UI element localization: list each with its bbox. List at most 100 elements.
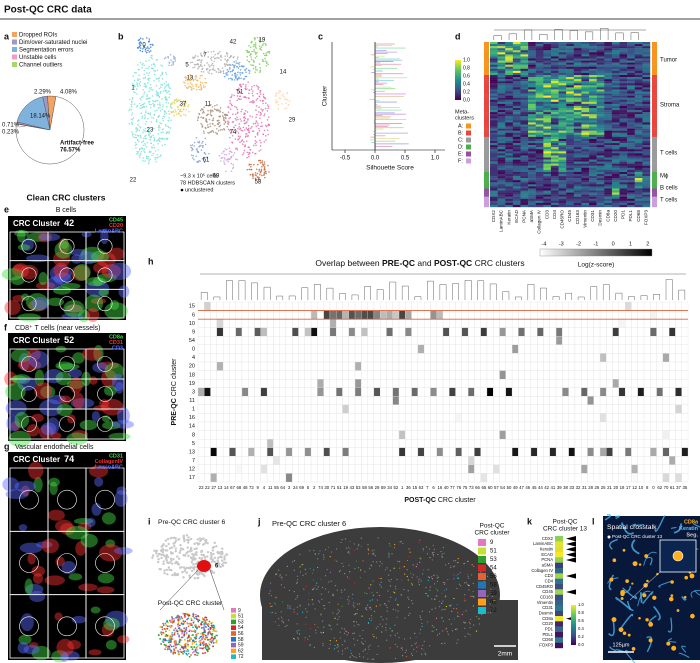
overlap-cell bbox=[587, 387, 594, 397]
cell-outline bbox=[95, 489, 115, 510]
umap-point bbox=[145, 67, 147, 70]
heatmap-cell bbox=[512, 167, 521, 171]
heatmap-cell bbox=[543, 134, 552, 138]
heatmap-cell bbox=[543, 149, 552, 152]
heatmap-cell bbox=[573, 167, 582, 171]
cell bbox=[5, 400, 27, 417]
heatmap-cell bbox=[512, 136, 521, 140]
heatmap-cell bbox=[490, 77, 498, 80]
overlap-cell bbox=[467, 353, 475, 363]
heatmap-cell bbox=[497, 134, 506, 138]
label: Vimentin bbox=[582, 210, 587, 228]
cell bbox=[113, 547, 133, 555]
meta-strip bbox=[484, 118, 489, 121]
overlap-cell bbox=[222, 353, 230, 363]
umap-point bbox=[226, 74, 229, 76]
overlap-cell bbox=[204, 387, 211, 397]
heatmap-cell bbox=[566, 153, 575, 156]
overlap-cell bbox=[229, 361, 236, 371]
cell bbox=[105, 639, 117, 650]
overlap-cell bbox=[361, 327, 368, 337]
legend-swatch bbox=[12, 32, 17, 37]
overlap-cell bbox=[273, 396, 280, 406]
umap-point bbox=[246, 88, 248, 90]
cell-outline bbox=[57, 553, 77, 573]
umap-point bbox=[131, 119, 134, 121]
overlap-cell bbox=[537, 301, 544, 311]
cell bbox=[96, 252, 117, 268]
overlap-cell bbox=[310, 318, 318, 328]
cell bbox=[100, 228, 109, 245]
umap-point bbox=[207, 131, 209, 134]
heatmap-cell bbox=[619, 95, 628, 98]
heatmap-cell bbox=[490, 124, 498, 127]
heatmap-cell bbox=[619, 128, 628, 131]
heatmap-cell bbox=[512, 54, 521, 57]
heatmap-cell bbox=[550, 130, 559, 133]
heatmap-cell bbox=[581, 159, 590, 162]
heatmap-cell bbox=[604, 149, 613, 152]
heatmap-cell bbox=[535, 91, 544, 94]
heatmap-cell bbox=[634, 70, 643, 74]
umap-point bbox=[261, 44, 264, 46]
umap-point bbox=[182, 100, 185, 102]
heatmap-cell bbox=[497, 105, 506, 109]
overlap-cell bbox=[216, 353, 224, 363]
overlap-cell bbox=[467, 404, 475, 414]
umap-point bbox=[191, 144, 194, 146]
cell-outline bbox=[59, 238, 75, 254]
heatmap-cell bbox=[589, 50, 597, 53]
overlap-cell bbox=[380, 404, 387, 414]
overlap-cell bbox=[248, 353, 255, 363]
heatmap-cell bbox=[528, 87, 536, 90]
umap-point bbox=[147, 77, 150, 80]
umap-point bbox=[165, 112, 168, 115]
umap-point bbox=[209, 113, 212, 116]
overlap-cell bbox=[480, 396, 488, 406]
cell bbox=[56, 638, 74, 657]
overlap-cell bbox=[430, 301, 437, 311]
heatmap-cell bbox=[543, 77, 552, 80]
heatmap-cell bbox=[490, 202, 498, 206]
heatmap-cell bbox=[573, 81, 582, 84]
umap-point bbox=[229, 67, 231, 70]
umap-point bbox=[150, 121, 153, 123]
umap-point bbox=[260, 108, 262, 110]
heatmap-cell bbox=[596, 145, 605, 148]
umap-point bbox=[228, 150, 231, 153]
overlap-cell bbox=[392, 344, 400, 354]
heatmap-cell bbox=[497, 190, 506, 193]
umap-point bbox=[240, 120, 243, 122]
overlap-cell bbox=[336, 327, 343, 337]
umap-point bbox=[145, 86, 147, 89]
umap-point bbox=[245, 71, 247, 74]
heatmap-cell bbox=[566, 103, 575, 107]
overlap-cell bbox=[323, 378, 331, 388]
overlap-cell bbox=[581, 344, 588, 354]
overlap-cell bbox=[449, 430, 456, 440]
heatmap-cell bbox=[520, 112, 529, 115]
heatmap-cell bbox=[573, 186, 582, 189]
heatmap-cell bbox=[604, 120, 613, 123]
overlap-cell bbox=[348, 344, 356, 354]
overlap-cell bbox=[323, 353, 331, 363]
heatmap-cell bbox=[535, 103, 544, 107]
heatmap-cell bbox=[505, 50, 514, 53]
umap-point bbox=[260, 168, 263, 171]
umap-point bbox=[148, 103, 151, 106]
heatmap-cell bbox=[566, 118, 575, 121]
label-part: 74 bbox=[64, 454, 74, 464]
heatmap-cell bbox=[611, 70, 620, 74]
umap-point bbox=[246, 59, 249, 62]
group-strip bbox=[652, 50, 657, 53]
heatmap-cell bbox=[619, 48, 628, 51]
overlap-cell bbox=[537, 318, 544, 328]
umap-point bbox=[136, 93, 138, 95]
label: 0.8 bbox=[463, 65, 470, 71]
heatmap-cell bbox=[642, 188, 651, 191]
umap-point bbox=[260, 46, 263, 49]
meta-strip bbox=[484, 178, 489, 181]
overlap-cell bbox=[248, 344, 255, 354]
cell bbox=[107, 262, 132, 281]
heatmap-cell bbox=[627, 72, 635, 76]
